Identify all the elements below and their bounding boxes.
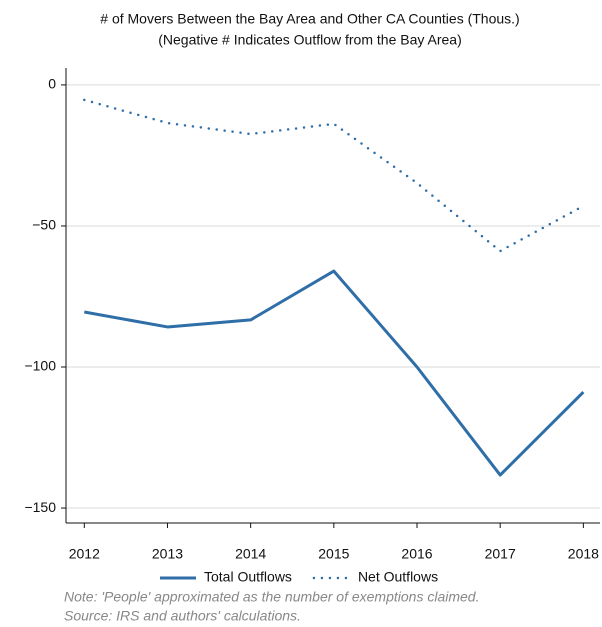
x-tick-label: 2012 [69, 546, 100, 562]
x-tick-label: 2013 [152, 546, 183, 562]
legend-label: Total Outflows [204, 569, 292, 585]
legend-label: Net Outflows [358, 569, 438, 585]
x-tick-label: 2018 [568, 546, 599, 562]
x-tick-label: 2017 [485, 546, 516, 562]
y-tick-label: −50 [32, 217, 56, 233]
y-tick-label: −150 [24, 499, 56, 515]
x-tick-label: 2016 [401, 546, 432, 562]
y-tick-label: 0 [48, 76, 56, 92]
x-tick-label: 2015 [318, 546, 349, 562]
series-line [84, 269, 585, 477]
source: Source: IRS and authors' calculations. [64, 608, 301, 624]
y-tick-label: −100 [24, 358, 56, 374]
x-tick-label: 2014 [235, 546, 266, 562]
series-line [83, 98, 585, 253]
note: Note: 'People' approximated as the numbe… [64, 589, 479, 605]
chart-title: # of Movers Between the Bay Area and Oth… [100, 11, 519, 27]
chart-subtitle: (Negative # Indicates Outflow from the B… [158, 32, 461, 48]
